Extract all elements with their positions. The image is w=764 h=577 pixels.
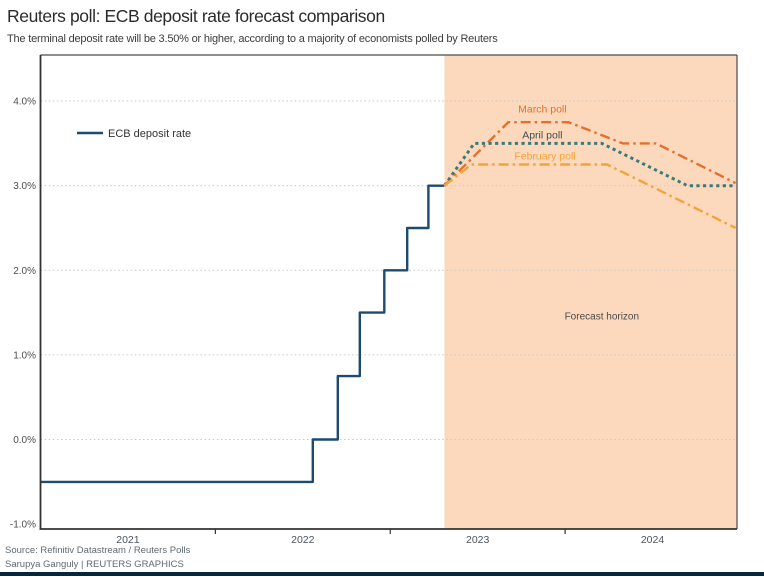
y-tick-label: 3.0% — [13, 181, 36, 192]
legend-label: ECB deposit rate — [108, 128, 191, 140]
series-line-february-poll — [443, 163, 737, 230]
x-tick-label: 2023 — [466, 534, 490, 546]
source-credit: Source: Refinitiv Datastream / Reuters P… — [5, 545, 191, 556]
series-label-february-poll: February poll — [514, 150, 575, 162]
x-tick-label: 2021 — [116, 534, 140, 546]
x-tick-label: 2022 — [291, 534, 315, 546]
y-tick-label: 0.0% — [13, 435, 36, 446]
page-subtitle: The terminal deposit rate will be 3.50% … — [7, 33, 498, 45]
series-label-april-poll: April poll — [522, 130, 562, 142]
y-tick-label: -1.0% — [10, 520, 36, 531]
author-credit: Sarupya Ganguly | REUTERS GRAPHICS — [5, 559, 184, 570]
y-tick-label: 2.0% — [13, 266, 36, 277]
page-title: Reuters poll: ECB deposit rate forecast … — [7, 6, 385, 26]
forecast-horizon-label: Forecast horizon — [565, 311, 639, 322]
series-line-april-poll — [443, 141, 736, 188]
y-tick-label: 1.0% — [13, 350, 36, 361]
series-label-march-poll: March poll — [518, 103, 566, 115]
forecast-region — [444, 55, 737, 529]
bottom-accent-bar — [0, 572, 764, 576]
series-line-ecb-deposit-rate — [40, 184, 445, 484]
y-tick-label: 4.0% — [13, 97, 36, 108]
x-tick-label: 2024 — [641, 534, 665, 546]
series-line-march-poll — [443, 120, 737, 187]
